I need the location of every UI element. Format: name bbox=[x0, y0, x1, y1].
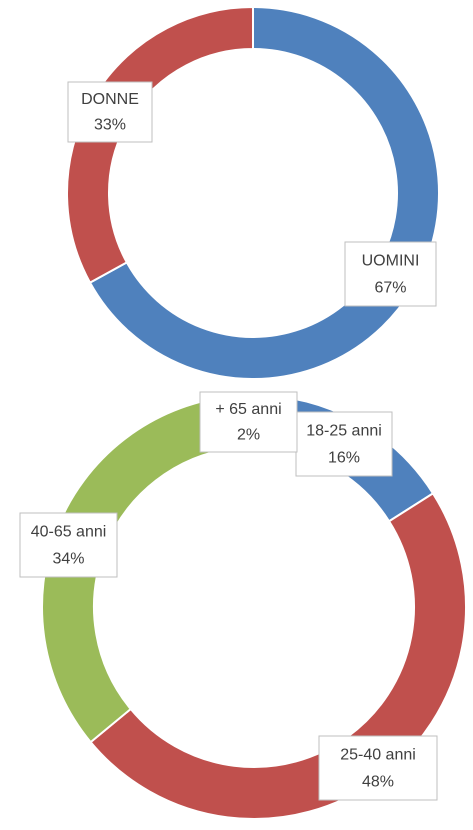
value-label: 34% bbox=[52, 550, 84, 567]
value-label: 2% bbox=[237, 426, 260, 443]
category-label: DONNE bbox=[81, 91, 139, 108]
label-box bbox=[295, 411, 393, 477]
category-label: + 65 anni bbox=[215, 401, 281, 418]
value-label: 16% bbox=[328, 449, 360, 466]
label-box bbox=[19, 512, 118, 578]
category-label: UOMINI bbox=[362, 252, 420, 269]
label-box bbox=[199, 391, 298, 453]
label-box bbox=[318, 735, 438, 801]
category-label: 40-65 anni bbox=[31, 523, 107, 540]
category-label: 18-25 anni bbox=[306, 422, 382, 439]
donut-segment bbox=[66, 5, 254, 284]
value-label: 33% bbox=[94, 116, 126, 133]
label-box bbox=[67, 81, 153, 143]
value-label: 48% bbox=[362, 773, 394, 790]
donut-segment bbox=[88, 5, 440, 380]
value-label: 67% bbox=[374, 279, 406, 296]
category-label: 25-40 anni bbox=[340, 746, 416, 763]
label-box bbox=[344, 241, 437, 307]
